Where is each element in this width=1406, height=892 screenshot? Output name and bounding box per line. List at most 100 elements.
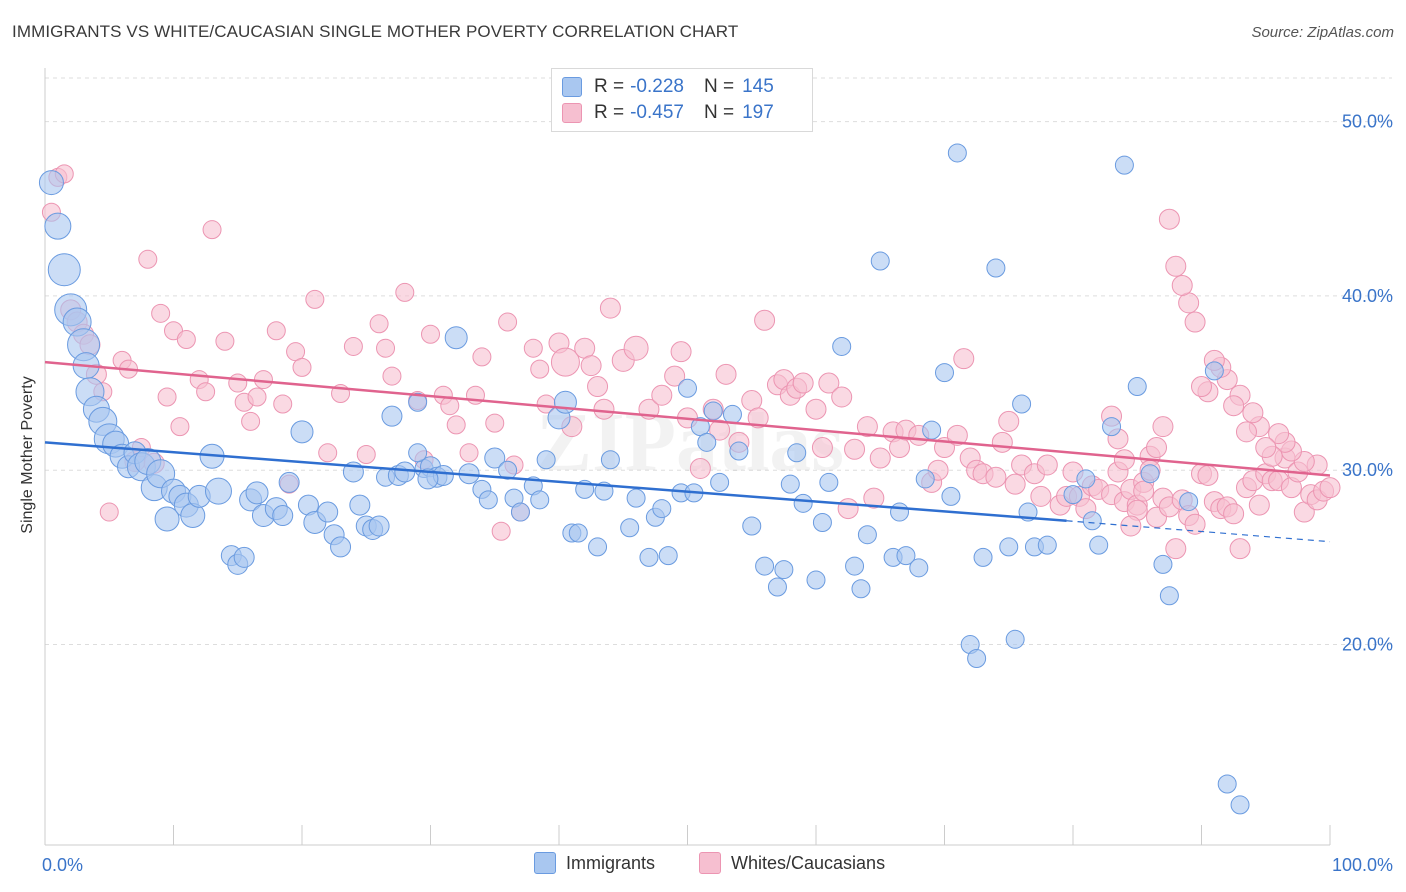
x-tick-label-max: 100.0%	[1332, 855, 1393, 875]
data-point-immigrants	[154, 506, 180, 532]
data-point-immigrants	[973, 547, 993, 567]
data-point-immigrants	[394, 461, 416, 483]
data-point-immigrants	[658, 546, 678, 566]
data-point-whites	[247, 387, 267, 407]
legend-swatch-immigrants	[534, 852, 556, 874]
series-legend: Immigrants Whites/Caucasians	[0, 852, 1406, 878]
data-point-whites	[1223, 395, 1245, 417]
legend-r-value: -0.228	[630, 76, 684, 97]
tick-labels: 20.0% 30.0% 40.0% 50.0% 0.0% 100.0%	[42, 112, 1393, 875]
series-immigrants-points	[38, 143, 1250, 815]
data-point-immigrants	[1217, 774, 1237, 794]
data-point-immigrants	[742, 516, 762, 536]
data-point-immigrants	[368, 515, 390, 537]
data-point-whites	[1268, 423, 1290, 445]
data-point-whites	[953, 348, 975, 370]
data-point-whites	[998, 410, 1020, 432]
data-point-immigrants	[793, 493, 813, 513]
data-point-immigrants	[1127, 377, 1147, 397]
data-point-whites	[498, 312, 518, 332]
data-point-immigrants	[444, 326, 468, 350]
data-point-whites	[369, 314, 389, 334]
data-point-immigrants	[1076, 469, 1096, 489]
data-point-immigrants	[1159, 586, 1179, 606]
data-point-immigrants	[588, 537, 608, 557]
data-point-whites	[170, 417, 190, 437]
data-point-immigrants	[915, 469, 935, 489]
data-point-immigrants	[703, 401, 723, 421]
chart-source: Source: ZipAtlas.com	[1251, 24, 1394, 41]
data-point-whites	[792, 372, 814, 394]
data-point-whites	[1229, 538, 1251, 560]
legend-r-label: R =	[594, 102, 625, 123]
y-tick-label: 50.0%	[1342, 112, 1393, 132]
data-point-immigrants	[935, 363, 954, 383]
data-point-immigrants	[1153, 554, 1173, 574]
data-point-whites	[523, 338, 543, 358]
data-point-immigrants	[1012, 394, 1032, 414]
legend-row-whites: R = -0.457 N = 197	[562, 101, 774, 125]
legend-swatch-whites	[562, 103, 582, 123]
data-point-immigrants	[941, 486, 961, 506]
data-point-whites	[343, 336, 363, 356]
data-point-whites	[253, 370, 273, 390]
data-point-whites	[491, 521, 511, 541]
legend-n-label: N =	[703, 102, 735, 123]
data-point-whites	[1184, 311, 1206, 333]
data-point-immigrants	[857, 525, 877, 545]
legend-label-whites: Whites/Caucasians	[731, 852, 886, 873]
data-point-whites	[1152, 416, 1174, 438]
legend-swatch-immigrants	[562, 77, 582, 97]
data-point-immigrants	[1082, 511, 1102, 531]
data-point-immigrants	[1140, 464, 1160, 484]
data-point-immigrants	[330, 536, 352, 558]
data-point-whites	[831, 386, 853, 408]
data-point-immigrants	[1063, 485, 1083, 505]
data-point-immigrants	[710, 472, 730, 492]
data-point-whites	[709, 419, 731, 441]
data-point-immigrants	[890, 502, 910, 522]
data-point-whites	[1223, 503, 1245, 525]
data-point-whites	[446, 415, 466, 435]
data-point-immigrants	[204, 477, 232, 505]
data-point-whites	[157, 387, 177, 407]
data-point-immigrants	[909, 558, 929, 578]
data-point-immigrants	[1204, 361, 1224, 381]
legend-item-immigrants[interactable]: Immigrants	[534, 852, 655, 874]
data-point-whites	[305, 289, 325, 309]
data-point-whites	[844, 438, 866, 460]
data-point-immigrants	[947, 143, 967, 163]
data-point-immigrants	[233, 546, 255, 568]
data-point-whites	[530, 359, 550, 379]
data-point-immigrants	[755, 556, 775, 576]
data-point-immigrants	[272, 505, 294, 527]
data-point-whites	[382, 366, 402, 386]
legend-n-value: 145	[742, 76, 774, 97]
data-point-whites	[318, 443, 338, 463]
data-point-immigrants	[870, 251, 890, 271]
data-point-immigrants	[697, 432, 717, 452]
data-point-immigrants	[317, 501, 339, 523]
legend-item-whites[interactable]: Whites/Caucasians	[699, 852, 885, 874]
chart-title: IMMIGRANTS VS WHITE/CAUCASIAN SINGLE MOT…	[12, 22, 739, 41]
data-point-whites	[805, 398, 827, 420]
y-tick-label: 20.0%	[1342, 635, 1393, 655]
data-point-whites	[1120, 515, 1142, 537]
data-point-whites	[459, 443, 479, 463]
data-point-immigrants	[600, 450, 620, 470]
y-tick-label: 30.0%	[1342, 460, 1393, 480]
data-point-immigrants	[967, 648, 987, 668]
data-point-immigrants	[832, 336, 852, 356]
data-point-immigrants	[626, 488, 646, 508]
data-point-whites	[215, 331, 235, 351]
data-point-immigrants	[484, 447, 506, 469]
data-point-immigrants	[922, 420, 942, 440]
data-point-immigrants	[999, 537, 1019, 557]
data-point-immigrants	[498, 460, 518, 480]
legend-r-value: -0.457	[630, 102, 684, 123]
data-point-whites	[273, 394, 293, 414]
legend-r-label: R =	[594, 76, 625, 97]
data-point-whites	[818, 372, 840, 394]
data-point-immigrants	[722, 404, 742, 424]
